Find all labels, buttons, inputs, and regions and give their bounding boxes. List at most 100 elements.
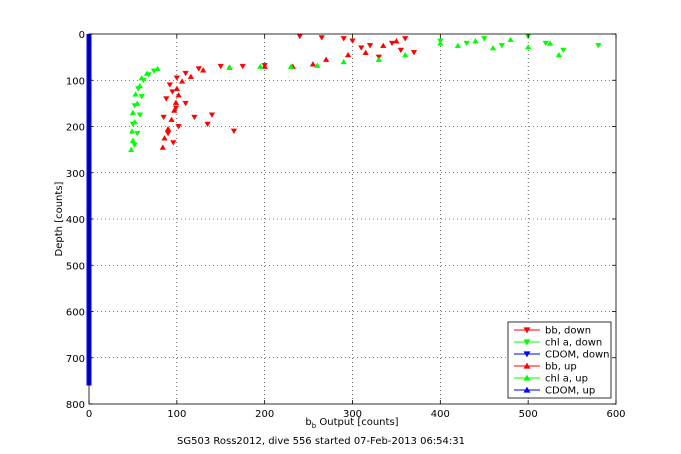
data-point [166, 82, 173, 88]
data-point [437, 40, 444, 46]
data-point [542, 40, 549, 47]
data-point [138, 93, 145, 100]
x-tick-label: 200 [255, 409, 274, 420]
data-point [393, 38, 400, 44]
data-point [318, 35, 325, 41]
data-point [131, 118, 138, 125]
data-point [261, 63, 268, 69]
data-point [287, 63, 295, 69]
data-point [230, 128, 238, 135]
y-tick-label: 400 [66, 215, 85, 226]
data-point [340, 58, 347, 65]
data-point [161, 135, 168, 141]
x-axis-label: bb Output [counts] [305, 417, 398, 430]
data-point [187, 73, 195, 79]
data-point [182, 70, 189, 77]
legend-label: CDOM, up [545, 386, 595, 397]
figure-footer: SG503 Ross2012, dive 556 started 07-Feb-… [177, 436, 465, 447]
data-point [129, 137, 137, 143]
data-point [340, 36, 347, 42]
data-point [560, 47, 567, 54]
data-point [178, 78, 186, 84]
data-point [595, 43, 602, 49]
data-point [239, 63, 246, 70]
x-tick-label: 100 [167, 409, 186, 420]
data-point [362, 49, 369, 55]
data-point [129, 109, 137, 116]
data-point [314, 62, 321, 68]
data-point [525, 44, 532, 50]
data-point [195, 66, 202, 72]
data-point [257, 63, 264, 69]
legend-marker [523, 339, 531, 346]
data-point [132, 91, 139, 97]
data-point [555, 51, 563, 58]
data-point [344, 51, 352, 58]
x-axis-ticks: 0 100 200 300 400 500 600 [86, 34, 626, 420]
data-point [143, 70, 151, 76]
data-point [160, 114, 167, 121]
data-point [397, 47, 404, 54]
legend-label: chl a, down [545, 338, 602, 349]
legend-label: CDOM, down [545, 350, 610, 361]
data-markers [128, 33, 602, 153]
y-tick-label: 800 [66, 400, 85, 411]
data-point [182, 100, 189, 107]
data-point [173, 75, 180, 81]
data-point [410, 50, 418, 56]
legend-marker [523, 351, 531, 358]
y-tick-label: 100 [66, 76, 85, 87]
x-tick-label: 500 [519, 409, 538, 420]
data-point [128, 146, 135, 153]
data-point [380, 42, 387, 49]
data-point [163, 96, 170, 102]
y-tick-label: 300 [66, 169, 85, 180]
data-point [366, 43, 374, 49]
data-point [173, 85, 180, 92]
data-point [402, 36, 409, 42]
data-point [454, 42, 462, 49]
data-point [226, 64, 233, 70]
data-point [358, 45, 365, 51]
data-point [200, 67, 207, 73]
data-point [171, 107, 178, 113]
data-point [136, 112, 144, 118]
y-tick-label: 500 [66, 261, 85, 272]
data-point [175, 124, 182, 130]
legend-marker [523, 327, 531, 334]
data-point [134, 100, 141, 106]
data-point [323, 56, 330, 62]
legend-marker [523, 362, 531, 369]
x-tick-label: 600 [606, 409, 625, 420]
data-point [481, 36, 488, 42]
data-point [134, 130, 141, 137]
y-tick-label: 700 [66, 354, 85, 365]
data-point [463, 40, 470, 47]
y-tick-label: 600 [66, 308, 85, 319]
data-point [546, 40, 554, 46]
x-tick-label: 300 [343, 409, 362, 420]
data-point [204, 121, 211, 128]
y-tick-label: 200 [66, 123, 85, 134]
y-axis-ticks: 0 100 200 300 400 500 600 700 800 [66, 30, 616, 411]
data-point [217, 63, 224, 70]
x-tick-label: 400 [431, 409, 450, 420]
legend-label: bb, up [545, 362, 577, 373]
y-tick-label: 0 [79, 30, 85, 41]
legend-label: bb, down [545, 326, 591, 337]
data-point [154, 65, 161, 72]
data-point [489, 44, 497, 51]
data-point [136, 82, 144, 89]
x-tick-label: 0 [86, 409, 92, 420]
data-point [175, 92, 182, 98]
legend-label: chl a, up [545, 374, 588, 385]
data-point [172, 99, 180, 105]
data-point [168, 116, 175, 123]
data-point [208, 112, 216, 118]
legend-marker [523, 386, 531, 393]
data-point [402, 51, 409, 58]
legend-marker [523, 374, 531, 381]
data-point [138, 75, 145, 81]
